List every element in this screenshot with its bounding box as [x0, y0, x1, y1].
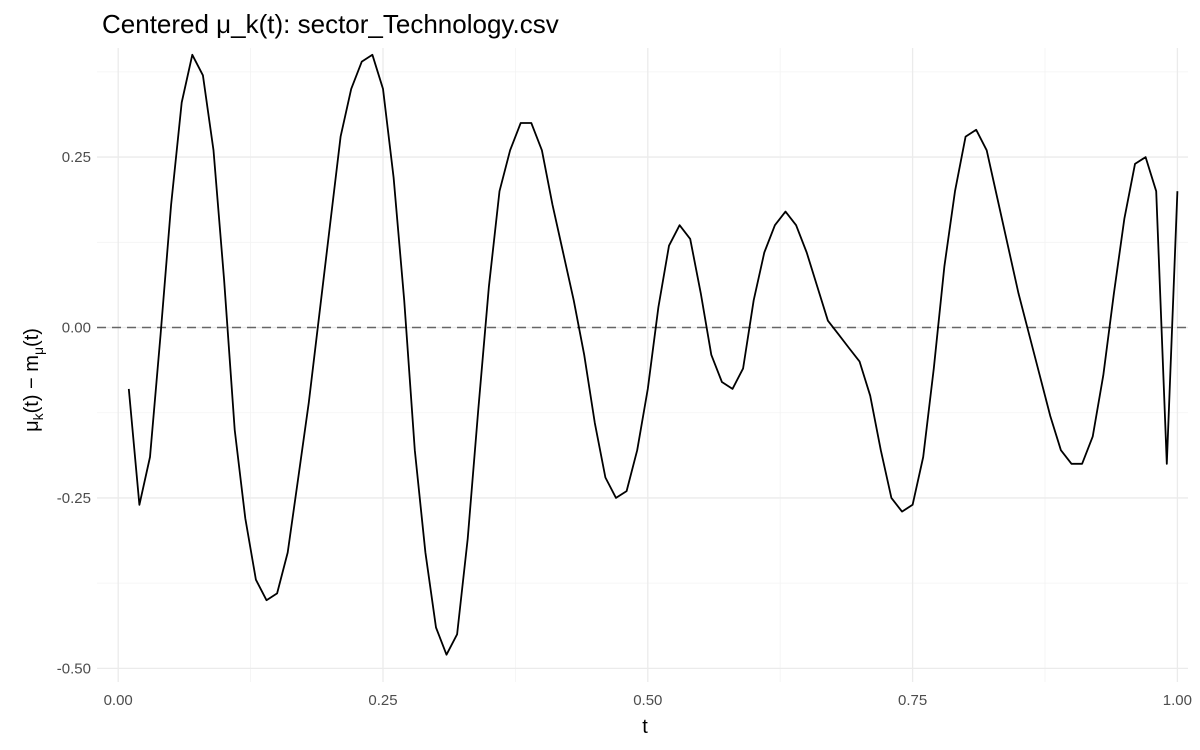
- y-tick-label: -0.50: [57, 660, 91, 677]
- y-label-middle: (t) − m: [21, 355, 43, 413]
- x-tick-label: 0.75: [898, 692, 927, 709]
- x-axis-label: t: [642, 716, 648, 738]
- x-tick-label: 0.00: [104, 692, 133, 709]
- series-line-group: [127, 53, 1179, 656]
- y-label-end: (t): [21, 328, 43, 347]
- x-tick-label: 0.50: [633, 692, 662, 709]
- x-axis-ticks: 0.00 0.25 0.50 0.75 1.00: [104, 692, 1192, 709]
- y-tick-label: -0.25: [57, 490, 91, 507]
- x-tick-label: 0.25: [368, 692, 397, 709]
- y-label-mu: μ: [21, 420, 43, 432]
- y-tick-label: 0.25: [62, 149, 91, 166]
- y-tick-label: 0.00: [62, 320, 91, 337]
- x-tick-label: 1.00: [1163, 692, 1192, 709]
- series-line: [127, 53, 1179, 656]
- y-label-sub-k: k: [30, 412, 46, 420]
- y-label-sub-mu: μ: [30, 347, 46, 355]
- y-axis-ticks: -0.50 -0.25 0.00 0.25: [57, 149, 91, 677]
- grid-lines: [97, 48, 1188, 682]
- chart-title: Centered μ_k(t): sector_Technology.csv: [102, 9, 559, 39]
- y-axis-label: μk(t) − mμ(t): [21, 328, 46, 432]
